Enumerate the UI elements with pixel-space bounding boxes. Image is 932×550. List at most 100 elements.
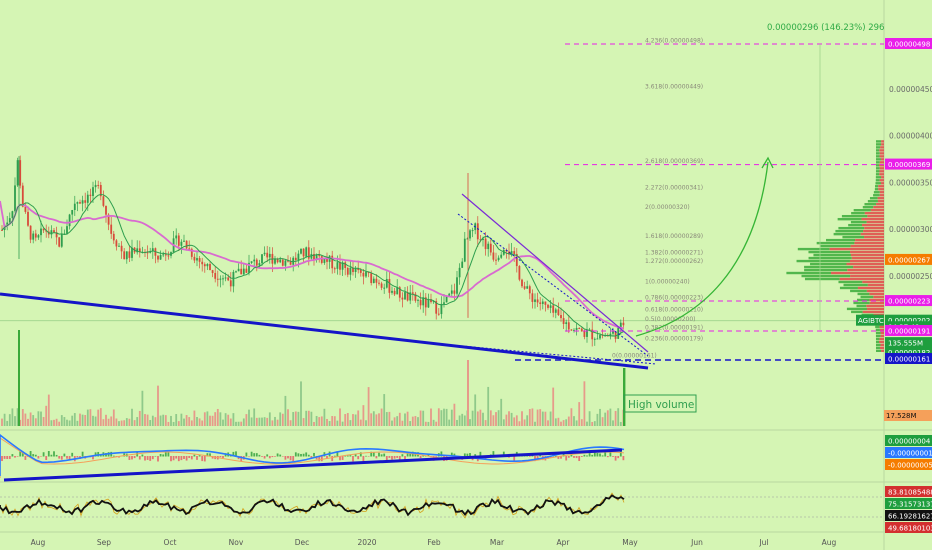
macd-histogram-bar bbox=[466, 453, 469, 457]
profile-bar-buy bbox=[875, 331, 881, 335]
volume-bar bbox=[214, 412, 217, 426]
profile-bar-sell bbox=[881, 176, 884, 179]
falling-wedge-inner bbox=[457, 213, 649, 357]
volume-bar bbox=[614, 410, 617, 426]
candle-body bbox=[487, 243, 490, 250]
profile-bar-sell bbox=[881, 349, 884, 352]
profile-bar-buy bbox=[796, 259, 850, 263]
candle-body bbox=[287, 260, 289, 262]
macd-histogram-bar bbox=[346, 455, 349, 457]
macd-histogram-bar bbox=[29, 451, 32, 457]
candle-body bbox=[417, 299, 419, 301]
volume-bar bbox=[505, 414, 508, 426]
profile-bar-sell bbox=[873, 295, 884, 299]
price-axis[interactable]: 0.00000450 0.00000400 0.00000350 0.00000300… bbox=[889, 85, 932, 281]
candle-body bbox=[242, 268, 245, 275]
profile-bar-buy bbox=[875, 152, 880, 155]
ma-fast-line bbox=[1, 193, 624, 337]
volume-bar bbox=[258, 417, 261, 426]
volume-bar bbox=[209, 415, 211, 426]
volume-bar bbox=[21, 409, 24, 426]
volume-bar bbox=[86, 409, 89, 426]
volume-bar bbox=[588, 411, 591, 426]
candle-body bbox=[554, 309, 557, 313]
candle-body bbox=[248, 262, 250, 273]
candle-body bbox=[14, 185, 16, 212]
profile-bar-sell bbox=[879, 337, 884, 341]
price-tags: 0.00000498 0.00000369 0.00000267 0.00000223… bbox=[856, 38, 932, 421]
volume-bar bbox=[94, 416, 97, 426]
candle-body bbox=[86, 194, 89, 203]
volume-bar bbox=[570, 408, 573, 426]
rsi-tag-label: 49.68180103 bbox=[888, 525, 932, 533]
volume-bar bbox=[266, 417, 269, 426]
price-tag-label: 0.00000369 bbox=[888, 161, 930, 169]
volume-bar bbox=[544, 411, 547, 426]
macd-histogram-bar bbox=[479, 451, 482, 457]
candle-body bbox=[437, 313, 440, 315]
candle-body bbox=[333, 268, 336, 270]
volume-bar bbox=[162, 414, 165, 426]
candle-body bbox=[471, 230, 474, 232]
profile-bar-sell bbox=[880, 331, 884, 335]
candle-body bbox=[94, 184, 97, 188]
volume-bar bbox=[300, 381, 302, 426]
candle-body bbox=[352, 267, 354, 273]
volume-bar bbox=[297, 411, 300, 426]
volume-bar bbox=[339, 408, 341, 426]
volume-bar bbox=[458, 415, 461, 426]
candle-body bbox=[411, 292, 414, 294]
candle-body bbox=[500, 254, 503, 258]
y-tick-label: 0.00000400 bbox=[889, 132, 932, 141]
volume-bar bbox=[136, 417, 139, 426]
profile-bar-buy bbox=[876, 140, 882, 143]
macd-histogram-bar bbox=[513, 456, 516, 461]
volume-bar bbox=[567, 416, 570, 426]
candle-body bbox=[378, 282, 380, 284]
candle-body bbox=[66, 226, 68, 234]
volume-bar bbox=[16, 408, 19, 426]
profile-bar-sell bbox=[863, 235, 884, 239]
macd-histogram-bar bbox=[250, 451, 253, 457]
volume-bar bbox=[573, 416, 575, 426]
macd-histogram-bar bbox=[292, 456, 295, 462]
x-tick-label: 2020 bbox=[357, 538, 376, 547]
candle-body bbox=[229, 280, 232, 287]
macd-tag-label: -0.00000001 bbox=[888, 450, 932, 458]
volume-bar bbox=[151, 415, 154, 426]
candle-body bbox=[448, 293, 451, 296]
profile-bar-buy bbox=[875, 340, 880, 344]
macd-histogram-bar bbox=[297, 453, 300, 457]
candle-body bbox=[196, 258, 198, 261]
candle-body bbox=[151, 248, 154, 252]
candle-body bbox=[185, 240, 188, 249]
profile-bar-sell bbox=[855, 238, 884, 242]
macd-histogram-bar bbox=[287, 456, 289, 459]
time-axis[interactable]: Aug Sep Oct Nov Dec 2020 Feb Mar Apr May Jun Jul Aug bbox=[31, 538, 837, 547]
macd-histogram-bar bbox=[175, 456, 178, 459]
volume-bar bbox=[323, 408, 326, 426]
volume-bar bbox=[79, 413, 81, 426]
candle-body bbox=[315, 254, 318, 261]
falling-wedge-top bbox=[461, 193, 649, 353]
macd-histogram-bar bbox=[146, 456, 149, 460]
volume-tag-box bbox=[884, 410, 932, 421]
macd-histogram-bar bbox=[66, 456, 68, 459]
candle-body bbox=[476, 223, 479, 240]
candle-body bbox=[575, 327, 578, 330]
volume-bar bbox=[331, 415, 334, 426]
profile-bar-buy bbox=[820, 244, 851, 248]
candle-body bbox=[336, 262, 339, 269]
profile-bar-buy bbox=[850, 289, 867, 293]
price-tag-label: 0.00000191 bbox=[888, 327, 930, 335]
volume-bar bbox=[42, 416, 45, 426]
fib-level-label: 1(0.00000240) bbox=[645, 279, 690, 286]
volume-bar bbox=[47, 394, 50, 426]
volume-bar bbox=[175, 414, 178, 426]
candle-body bbox=[404, 292, 406, 300]
candle-body bbox=[206, 263, 209, 267]
trend-drawings bbox=[0, 44, 884, 370]
candle-body bbox=[310, 253, 313, 259]
candle-body bbox=[508, 251, 510, 255]
